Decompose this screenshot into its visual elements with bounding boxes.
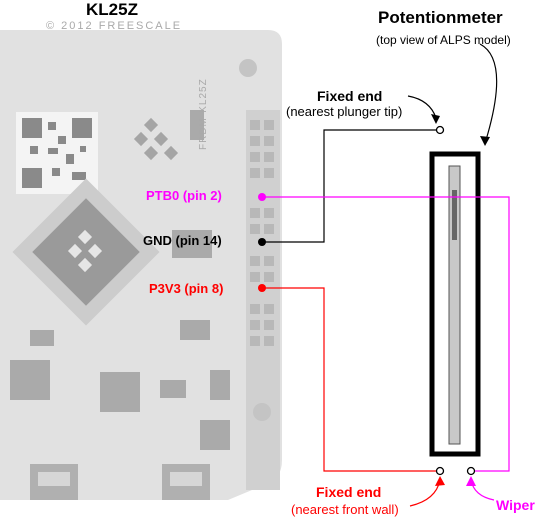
terminal-fixed-top-note: (nearest plunger tip) xyxy=(286,104,403,119)
wire-ptb0 xyxy=(262,196,510,472)
pin-p3v3-dot xyxy=(258,284,266,292)
terminal-fixed-top xyxy=(435,125,445,135)
arrowhead-potentiometer xyxy=(480,136,490,146)
wire-gnd xyxy=(262,129,436,243)
pin-ptb0-dot xyxy=(258,193,266,201)
arrowhead-wiper xyxy=(466,476,476,486)
arrow-potentiometer xyxy=(479,43,498,141)
potentiometer-title: Potentionmeter xyxy=(378,8,503,27)
terminal-wiper-title: Wiper xyxy=(496,497,535,513)
terminal-fixed-bottom xyxy=(435,466,445,476)
terminal-fixed-bottom-note: (nearest front wall) xyxy=(291,502,399,517)
header-pins xyxy=(250,120,274,346)
slider-knob xyxy=(452,190,457,240)
pin-gnd-dot xyxy=(258,238,266,246)
board-silkscreen-side: FRDM-KL25Z xyxy=(198,78,209,150)
pin-label-gnd: GND (pin 14) xyxy=(143,233,222,248)
wire-p3v3 xyxy=(262,287,436,472)
mounting-hole xyxy=(239,59,257,77)
terminal-fixed-bottom-title: Fixed end xyxy=(316,484,382,500)
arrow-fixed-bottom xyxy=(409,479,441,507)
potentiometer-subtitle: (top view of ALPS model) xyxy=(376,33,511,47)
pin-label-ptb0: PTB0 (pin 2) xyxy=(146,188,222,203)
arrowhead-fixed-bottom xyxy=(435,476,445,486)
board-components xyxy=(10,110,230,450)
freescale-logo-icon xyxy=(133,117,179,161)
mcu-chip xyxy=(12,178,160,326)
qr-code-pattern xyxy=(22,118,92,188)
terminal-fixed-top-title: Fixed end xyxy=(317,88,383,104)
board-silkscreen-top: © 2012 FREESCALE xyxy=(46,20,183,32)
mounting-hole xyxy=(253,403,271,421)
pin-label-p3v3: P3V3 (pin 8) xyxy=(149,281,224,296)
terminal-wiper xyxy=(466,466,476,476)
board-title: KL25Z xyxy=(86,0,138,19)
slider-track xyxy=(448,165,461,445)
arrowhead-fixed-top xyxy=(431,114,440,124)
